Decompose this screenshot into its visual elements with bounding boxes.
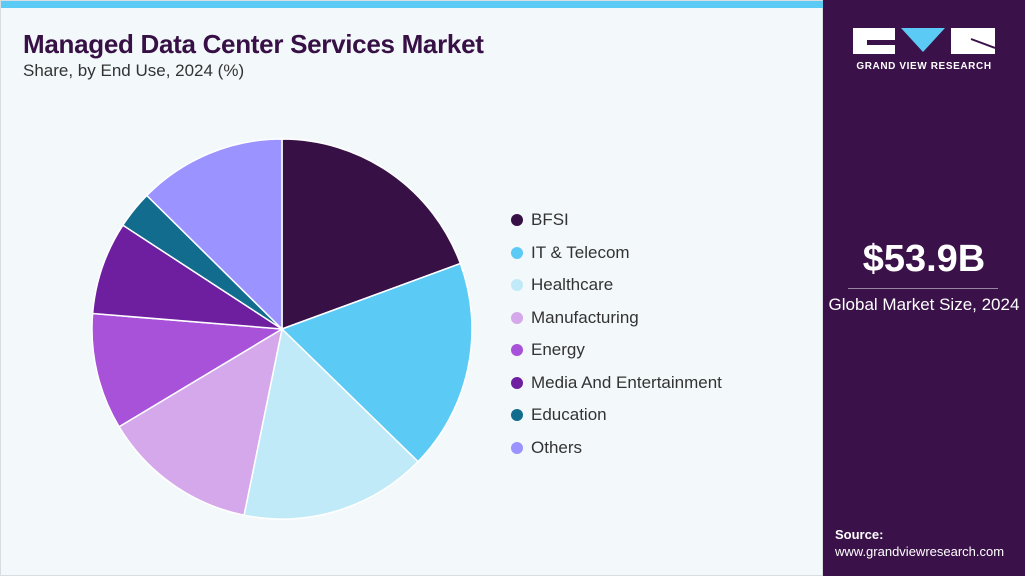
market-size-value: $53.9B	[862, 238, 986, 280]
source-link[interactable]: www.grandviewresearch.com	[835, 544, 1005, 559]
legend-item: Energy	[511, 334, 722, 367]
legend-item: Manufacturing	[511, 302, 722, 335]
pie-slice-others	[145, 138, 283, 331]
legend-swatch	[511, 409, 523, 422]
pie-slice-energy	[91, 312, 285, 428]
legend: BFSI IT & Telecom Healthcare Manufacturing E…	[511, 204, 722, 464]
legend-label: IT & Telecom	[531, 242, 630, 262]
legend-item: IT & Telecom	[511, 237, 722, 270]
pie-chart	[91, 138, 473, 520]
pie-slice-bfsi	[281, 138, 462, 331]
legend-item: Others	[511, 432, 722, 465]
legend-swatch	[511, 311, 523, 324]
chart-panel: Managed Data Center Services Market Shar…	[0, 0, 824, 576]
legend-item: BFSI	[511, 204, 722, 237]
legend-label: Manufacturing	[531, 307, 639, 327]
legend-label: Education	[531, 405, 607, 425]
legend-item: Education	[511, 399, 722, 432]
legend-swatch	[511, 441, 523, 454]
pie-slice-healthcare	[243, 327, 420, 520]
top-accent-bar	[1, 1, 824, 8]
legend-item: Media And Entertainment	[511, 367, 722, 400]
pie-slice-it-telecom	[280, 262, 473, 463]
legend-label: Media And Entertainment	[531, 372, 722, 392]
legend-swatch	[511, 376, 523, 389]
legend-label: Others	[531, 437, 583, 457]
divider	[848, 288, 998, 289]
logo-text: GRAND VIEW RESEARCH	[856, 61, 992, 72]
chart-subtitle: Share, by End Use, 2024 (%)	[23, 61, 245, 80]
legend-label: BFSI	[531, 210, 569, 230]
legend-label: Healthcare	[531, 275, 614, 295]
sidebar: GRAND VIEW RESEARCH $53.9B Global Market…	[823, 0, 1025, 576]
legend-swatch	[511, 246, 523, 259]
pie-slice-manufacturing	[118, 327, 284, 517]
legend-label: Energy	[531, 340, 585, 360]
legend-swatch	[511, 214, 523, 227]
grand-view-research-logo	[853, 28, 995, 54]
legend-item: Healthcare	[511, 269, 722, 302]
source: Source: www.grandviewresearch.com	[835, 526, 1004, 560]
legend-swatch	[511, 279, 523, 292]
chart-title: Managed Data Center Services Market	[23, 29, 484, 59]
pie-slice-media-and-entertainment	[91, 224, 283, 330]
source-label: Source:	[835, 527, 884, 542]
legend-swatch	[511, 344, 523, 357]
market-size-label: Global Market Size, 2024	[828, 295, 1020, 314]
